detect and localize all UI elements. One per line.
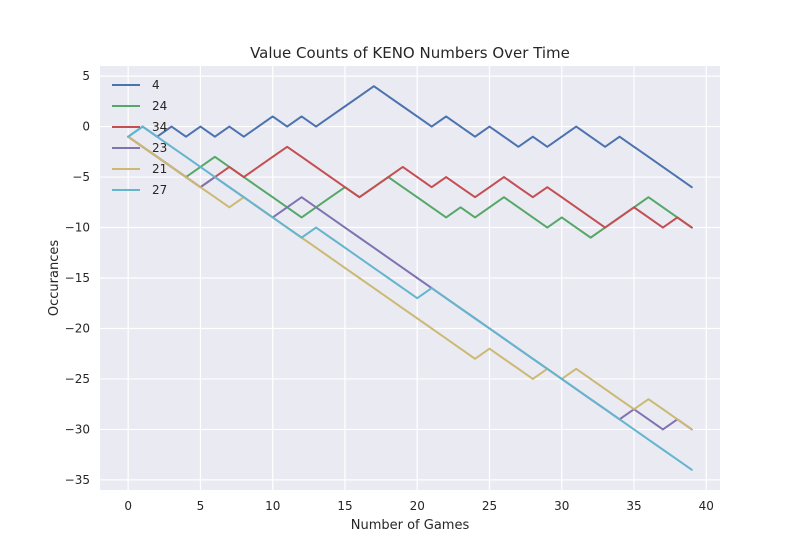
series-line-4 [127,85,693,189]
series-line-21 [127,135,693,431]
legend-label: 4 [152,78,160,92]
x-tick-label: 25 [482,499,497,513]
legend-label: 34 [152,120,167,134]
y-tick-label: −35 [65,473,90,487]
legend-label: 21 [152,162,167,176]
legend-label: 24 [152,99,167,113]
y-tick-label: −25 [65,372,90,386]
legend: 4 24 34 23 21 27 [112,78,167,197]
series-line-24 [127,135,693,239]
x-tick-label: 0 [124,499,132,513]
x-tick-label: 40 [699,499,714,513]
y-tick-label: −15 [65,271,90,285]
series-line-34 [127,135,693,229]
x-tick-labels: 0 5 10 15 20 25 30 35 40 [124,499,714,513]
x-tick-label: 30 [554,499,569,513]
series-line-27 [127,125,693,471]
x-tick-label: 10 [265,499,280,513]
legend-label: 23 [152,141,167,155]
y-tick-label: −5 [72,170,90,184]
y-tick-label: 5 [82,69,90,83]
chart-title: Value Counts of KENO Numbers Over Time [250,44,570,62]
y-tick-label: 0 [82,120,90,134]
y-tick-label: −20 [65,321,90,335]
x-tick-label: 5 [197,499,205,513]
y-axis-label: Occurances [47,240,62,316]
x-tick-label: 35 [626,499,641,513]
y-tick-labels: 5 0 −5 −10 −15 −20 −25 −30 −35 [65,69,90,487]
x-tick-label: 20 [410,499,425,513]
x-tick-label: 15 [337,499,352,513]
y-tick-label: −30 [65,422,90,436]
series-lines [127,85,693,471]
grid [100,66,720,490]
y-tick-label: −10 [65,221,90,235]
x-axis-label: Number of Games [351,518,470,533]
legend-label: 27 [152,183,167,197]
